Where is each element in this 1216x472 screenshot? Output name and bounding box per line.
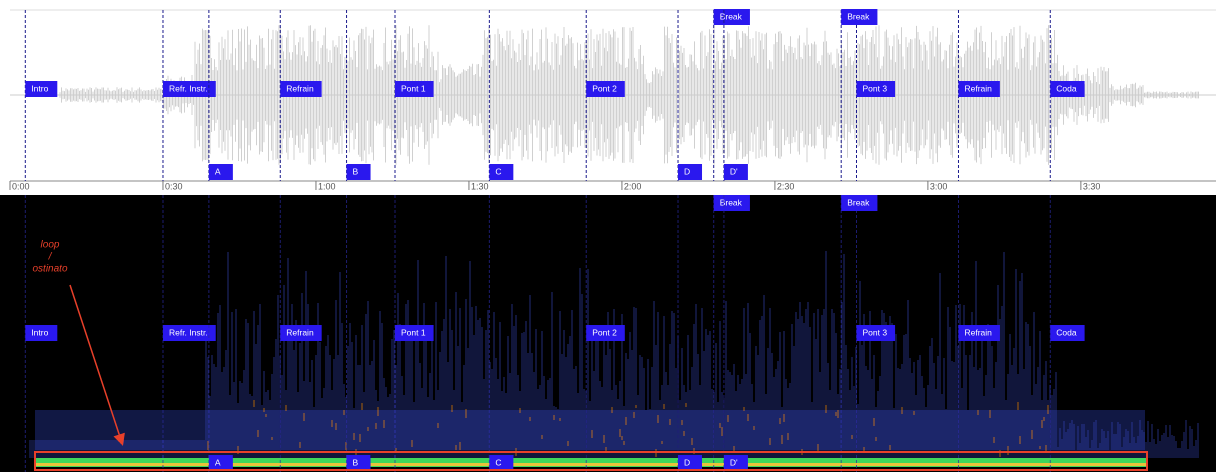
annotation-line: /: [48, 252, 53, 263]
section-label-box: [841, 195, 878, 211]
section-label: D: [684, 457, 690, 467]
section-label: D': [730, 457, 738, 467]
annotation-line: loop: [41, 240, 60, 251]
section-label-box: [280, 81, 322, 97]
tick-label: 3:00: [930, 181, 948, 191]
section-label-box: [723, 455, 748, 471]
section-label: A: [215, 166, 221, 176]
section-label-box: [395, 325, 434, 341]
spectrogram-low-band: [35, 463, 1147, 466]
section-label: Pont 2: [592, 327, 617, 337]
section-label-box: [346, 455, 371, 471]
section-label: B: [353, 457, 359, 467]
section-label: Break: [847, 11, 870, 21]
section-label-box: [856, 325, 896, 341]
section-label: A: [215, 457, 221, 467]
annotation-arrow: [69, 284, 125, 446]
section-label-box: [678, 164, 703, 180]
section-label-box: [678, 455, 703, 471]
section-label-box: [162, 325, 216, 341]
section-label-box: [25, 325, 58, 341]
section-label: Pont 1: [401, 327, 426, 337]
section-label-box: [958, 81, 1000, 97]
section-label-box: [856, 81, 896, 97]
spectrogram-peaks: [207, 400, 1049, 457]
section-label-box: [162, 81, 216, 97]
section-label-box: [489, 164, 514, 180]
section-label: Refr. Instr.: [169, 83, 208, 93]
section-label-box: [1050, 81, 1085, 97]
section-label: B: [353, 166, 359, 176]
section-label: D': [730, 166, 738, 176]
section-label: D: [684, 166, 690, 176]
tick-label: 1:00: [318, 181, 336, 191]
section-label: Intro: [31, 327, 48, 337]
section-label: Break: [720, 11, 743, 21]
section-label-box: [280, 325, 322, 341]
section-label-box: [489, 455, 514, 471]
section-label-box: [208, 164, 233, 180]
tick-label: 0:30: [165, 181, 183, 191]
section-label-box: [586, 325, 625, 341]
section-label: Break: [720, 197, 743, 207]
tick-label: 2:30: [777, 181, 795, 191]
section-label: Pont 1: [401, 83, 426, 93]
section-label: Refrain: [286, 327, 314, 337]
spectrogram-band: [35, 410, 1145, 450]
section-label-box: [25, 81, 58, 97]
annotation-line: ostinato: [32, 264, 67, 275]
section-label: Refr. Instr.: [169, 327, 208, 337]
markers: Intro Intro Refr. Instr. Refr. Instr. Refrai…: [24, 9, 1085, 472]
section-label-box: [713, 9, 750, 25]
section-label-box: [586, 81, 625, 97]
loop-box: [34, 451, 1148, 471]
section-label: Pont 3: [862, 83, 887, 93]
section-label: Break: [847, 197, 870, 207]
spectrogram: [29, 251, 1199, 467]
tick-label: 1:30: [471, 181, 489, 191]
tick-label: 2:00: [624, 181, 642, 191]
tick-label: 0:00: [12, 181, 30, 191]
annotation: loop / ostinato: [32, 240, 67, 275]
section-label-box: [208, 455, 233, 471]
section-label-box: [958, 325, 1000, 341]
section-label: Coda: [1056, 327, 1077, 337]
section-label: Pont 3: [862, 327, 887, 337]
spectrogram-low-band: [35, 458, 1147, 467]
section-label-box: [1050, 325, 1085, 341]
section-label: Pont 2: [592, 83, 617, 93]
section-label-box: [346, 164, 371, 180]
section-label-box: [713, 195, 750, 211]
section-label-box: [723, 164, 748, 180]
spectrogram-energy: [29, 251, 1199, 458]
section-label: Refrain: [964, 83, 992, 93]
section-label: Refrain: [964, 327, 992, 337]
section-label: Coda: [1056, 83, 1077, 93]
tick-label: 3:30: [1083, 181, 1101, 191]
section-label: Refrain: [286, 83, 314, 93]
section-label-box: [395, 81, 434, 97]
section-label: Intro: [31, 83, 48, 93]
section-label: C: [495, 457, 501, 467]
section-label-box: [841, 9, 878, 25]
section-label: C: [495, 166, 501, 176]
